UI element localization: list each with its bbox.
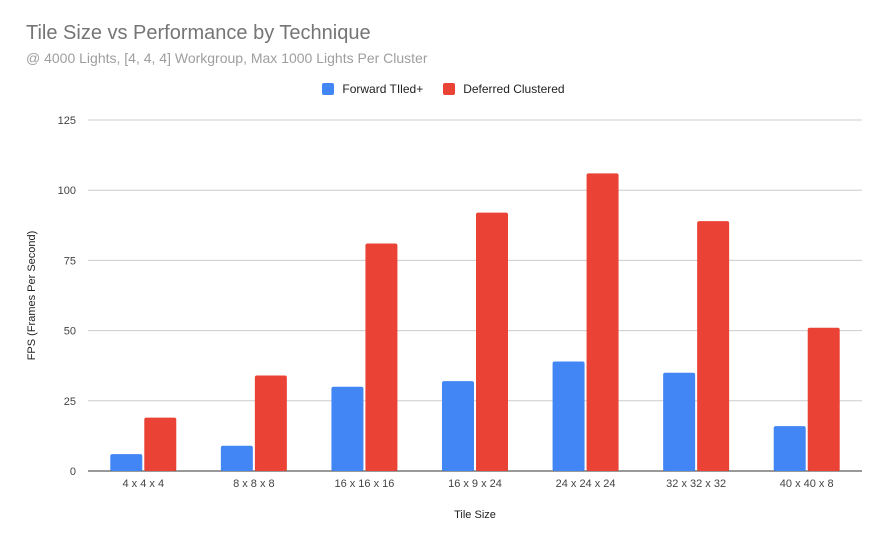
y-tick-label: 50 [64,326,76,338]
bar-forward-tiled[interactable] [442,381,474,471]
bar-forward-tiled[interactable] [773,426,806,471]
bar-forward-tiled[interactable] [552,361,585,471]
bar-deferred-clustered[interactable] [254,375,287,471]
y-tick-label: 0 [70,466,76,478]
x-tick-label: 16 x 9 x 24 [448,478,502,490]
legend: Forward TIled+ Deferred Clustered [0,82,887,96]
x-tick-label: 16 x 16 x 16 [334,478,394,490]
x-tick-label: 40 x 40 x 8 [780,478,834,490]
legend-label-series-1: Forward TIled+ [342,82,424,96]
y-tick-label: 125 [58,115,76,127]
legend-swatch-series-1 [322,83,335,95]
legend-swatch-series-2 [443,83,456,95]
x-axis-title: Tile Size [454,509,496,521]
bar-forward-tiled[interactable] [663,372,696,471]
bar-forward-tiled[interactable] [220,445,253,471]
x-tick-label: 32 x 32 x 32 [666,478,726,490]
x-tick-label: 24 x 24 x 24 [556,478,616,490]
legend-label-series-2: Deferred Clustered [463,82,565,96]
legend-item-series-2[interactable]: Deferred Clustered [443,82,565,96]
x-tick-label: 8 x 8 x 8 [233,478,275,490]
chart-title: Tile Size vs Performance by Technique [26,22,371,44]
bar-deferred-clustered[interactable] [586,173,619,472]
bar-deferred-clustered[interactable] [365,243,398,471]
chart-subtitle: @ 4000 Lights, [4, 4, 4] Workgroup, Max … [26,50,428,66]
bar-deferred-clustered[interactable] [807,327,840,471]
bar-forward-tiled[interactable] [331,386,364,471]
y-tick-label: 100 [58,185,76,197]
y-tick-label: 75 [64,255,76,267]
legend-item-series-1[interactable]: Forward TIled+ [322,82,423,96]
x-tick-label: 4 x 4 x 4 [122,478,164,490]
bar-forward-tiled[interactable] [110,454,143,471]
bar-deferred-clustered[interactable] [476,212,508,471]
bar-deferred-clustered[interactable] [144,417,177,471]
bar-deferred-clustered[interactable] [697,221,730,471]
y-tick-label: 25 [64,396,76,408]
y-axis-title: FPS (Frames Per Second) [26,231,38,361]
